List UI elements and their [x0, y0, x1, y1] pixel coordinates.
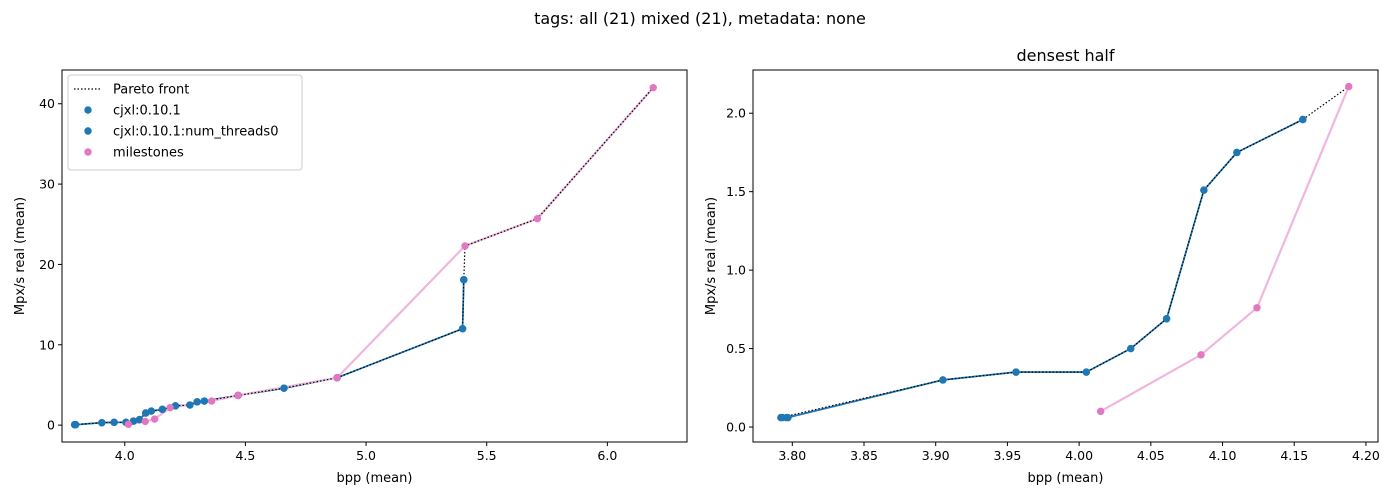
- point-milestones-5: [234, 391, 242, 400]
- x-tick-label: 4.05: [1137, 448, 1165, 463]
- legend-label-cjxl-0-10-1: cjxl:0.10.1: [113, 104, 181, 119]
- point-milestones-8: [533, 214, 542, 223]
- x-tick-label: 3.95: [993, 448, 1021, 463]
- point-milestones-2: [1253, 304, 1261, 312]
- pareto-front-line: [780, 86, 1350, 419]
- x-tick-label: 4.10: [1209, 448, 1237, 463]
- y-tick-label: 0.0: [726, 420, 746, 435]
- legend-key-milestones: [84, 148, 92, 156]
- point-cjxl-0-10-1-num-threads0-3: [110, 418, 118, 427]
- x-tick-label: 3.80: [778, 448, 806, 463]
- y-tick-label: 2.0: [726, 106, 746, 121]
- point-cjxl-0-10-1-num-threads0-0: [778, 413, 786, 422]
- point-cjxl-0-10-1-num-threads0-2: [939, 376, 947, 384]
- point-cjxl-0-10-1-num-threads0-18: [460, 276, 468, 284]
- legend-label-milestones: milestones: [113, 146, 184, 161]
- y-tick-label: 30: [39, 177, 55, 192]
- point-cjxl-0-10-1-num-threads0-8: [147, 407, 155, 415]
- point-cjxl-0-10-1-num-threads0-11: [186, 401, 194, 409]
- point-milestones-0: [124, 420, 133, 429]
- x-tick-label: 3.85: [850, 448, 878, 463]
- point-cjxl-0-10-1-num-threads0-6: [1162, 315, 1171, 323]
- axes-title: densest half: [1016, 46, 1114, 65]
- y-axis-label: Mpx/s real (mean): [704, 197, 719, 315]
- point-cjxl-0-10-1-num-threads0-13: [200, 397, 209, 405]
- point-milestones-1: [141, 417, 149, 426]
- point-cjxl-0-10-1-num-threads0-8: [1233, 148, 1241, 157]
- point-cjxl-0-10-1-num-threads0-3: [1012, 368, 1020, 376]
- y-tick-label: 10: [39, 337, 55, 352]
- point-cjxl-0-10-1-num-threads0-15: [280, 384, 288, 392]
- y-tick-label: 40: [39, 96, 55, 111]
- axes-frame: [752, 69, 1379, 443]
- y-tick-label: 1.5: [726, 184, 746, 199]
- y-axis-label: Mpx/s real (mean): [13, 197, 28, 315]
- x-tick-label: 4.20: [1352, 448, 1380, 463]
- point-cjxl-0-10-1-num-threads0-4: [1082, 368, 1091, 376]
- point-cjxl-0-10-1-num-threads0-7: [142, 409, 150, 417]
- legend-key-cjxl-0-10-1: [84, 106, 92, 114]
- point-cjxl-0-10-1-num-threads0-12: [193, 398, 201, 406]
- x-tick-label: 6.0: [597, 448, 617, 463]
- x-tick-label: 4.0: [115, 448, 135, 463]
- point-cjxl-0-10-1-num-threads0-1: [72, 420, 80, 429]
- point-milestones-3: [1345, 82, 1353, 91]
- x-tick-label: 5.0: [356, 448, 376, 463]
- legend-label-cjxl-0-10-1-num-threads0: cjxl:0.10.1:num_threads0: [113, 125, 278, 140]
- point-milestones-0: [1096, 407, 1105, 416]
- figure-suptitle: tags: all (21) mixed (21), metadata: non…: [534, 9, 866, 28]
- axes-frame: [61, 69, 688, 443]
- point-cjxl-0-10-1-num-threads0-9: [158, 405, 167, 414]
- point-milestones-7: [461, 242, 469, 250]
- right-plot-densest-half: 3.80 3.85 3.90 3.95 4.00 4.05 4.10 4.15 4.20 0.0 0…: [704, 46, 1380, 486]
- y-tick-label: 0: [47, 418, 55, 433]
- y-tick-label: 20: [39, 257, 55, 272]
- y-tick-label: 0.5: [726, 341, 746, 356]
- series-line-milestones: [1100, 86, 1350, 413]
- y-tick-label: 1.0: [726, 263, 746, 278]
- point-cjxl-0-10-1-num-threads0-9: [1299, 115, 1307, 124]
- x-tick-label: 4.15: [1280, 448, 1308, 463]
- point-milestones-4: [207, 397, 216, 405]
- point-milestones-1: [1197, 351, 1205, 359]
- point-cjxl-0-10-1-num-threads0-17: [458, 325, 467, 333]
- point-milestones-2: [150, 415, 159, 423]
- series-line-cjxl-0-10-1-num-threads0: [782, 118, 1304, 419]
- point-cjxl-0-10-1-num-threads0-2: [98, 419, 106, 427]
- point-cjxl-0-10-1-num-threads0-6: [135, 415, 144, 424]
- point-cjxl-0-10-1-num-threads0-5: [1127, 344, 1135, 353]
- left-plot: 4.0 4.5 5.0 5.5 6.0 0 10 20 30 40 bpp (mean) Mpx/s …: [13, 69, 688, 486]
- point-milestones-3: [166, 403, 174, 412]
- x-tick-label: 5.5: [477, 448, 497, 463]
- x-tick-label: 4.00: [1065, 448, 1093, 463]
- x-tick-label: 3.90: [922, 448, 950, 463]
- x-axis-label: bpp (mean): [337, 471, 413, 486]
- x-tick-label: 4.5: [235, 448, 255, 463]
- point-milestones-9: [649, 83, 657, 92]
- x-axis-label: bpp (mean): [1028, 471, 1104, 486]
- point-cjxl-0-10-1-num-threads0-7: [1200, 186, 1208, 194]
- point-cjxl-0-10-1-num-threads0-1: [784, 413, 792, 422]
- pareto-front-line: [74, 87, 654, 426]
- legend-box: [67, 74, 303, 171]
- legend-label-pareto-front: Pareto front: [113, 83, 189, 98]
- legend: Pareto front cjxl:0.10.1 cjxl:0.10.1:num_t…: [67, 74, 303, 171]
- point-milestones-6: [333, 374, 341, 382]
- legend-key-cjxl-0-10-1-num-threads0: [84, 127, 92, 135]
